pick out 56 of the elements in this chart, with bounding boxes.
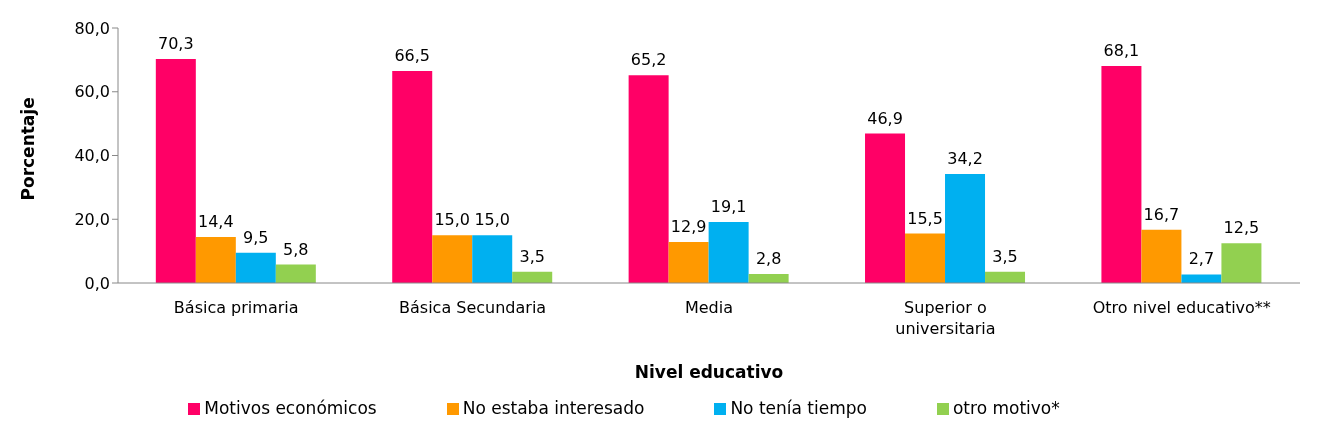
bar: [1101, 65, 1142, 283]
bar: [472, 235, 513, 283]
bar: [985, 271, 1026, 283]
legend-label: No estaba interesado: [462, 398, 645, 418]
bar: [905, 233, 946, 283]
bar: [1221, 243, 1262, 283]
data-label: 5,8: [283, 239, 309, 259]
bar: [235, 252, 276, 283]
bar: [155, 58, 196, 283]
bar: [275, 264, 316, 283]
data-label: 16,7: [1143, 204, 1180, 224]
data-label: 34,2: [947, 148, 983, 168]
data-label: 14,4: [198, 212, 234, 232]
x-tick-label: Media: [684, 298, 734, 317]
bar: [708, 222, 749, 283]
x-tick-label: Básica Secundaria: [399, 298, 547, 317]
bar: [945, 173, 986, 283]
y-tick-label: 20,0: [74, 209, 110, 229]
data-label: 2,7: [1188, 249, 1215, 269]
bar: [432, 235, 473, 283]
data-label: 65,2: [630, 50, 667, 70]
bar: [1181, 274, 1222, 283]
data-label: 3,5: [992, 246, 1018, 266]
data-label: 12,9: [670, 216, 707, 236]
bar: [865, 133, 906, 283]
x-axis-title: Nivel educativo: [634, 362, 784, 382]
data-label: 46,9: [867, 108, 903, 128]
bar: [1141, 229, 1182, 283]
data-label: 2,8: [755, 249, 782, 269]
legend-label: Motivos económicos: [204, 398, 377, 418]
data-label: 15,0: [434, 210, 471, 230]
data-label: 70,3: [158, 33, 194, 53]
data-label: 12,5: [1223, 218, 1260, 238]
bar: [668, 241, 709, 283]
data-label: 68,1: [1103, 40, 1140, 60]
legend-label: No tenía tiempo: [730, 398, 867, 418]
data-label: 66,5: [394, 46, 431, 66]
y-tick-label: 0,0: [84, 273, 110, 293]
legend-label: otro motivo*: [952, 398, 1060, 418]
y-axis-title: Porcentaje: [18, 97, 39, 201]
data-label: 3,5: [519, 246, 545, 266]
data-label: 9,5: [243, 227, 269, 247]
x-tick-label: Básica primaria: [173, 298, 299, 317]
bar: [748, 274, 789, 283]
x-tick-label: Otro nivel educativo**: [1092, 298, 1271, 317]
y-tick-label: 80,0: [74, 18, 110, 38]
data-label: 19,1: [710, 197, 747, 217]
data-label: 15,0: [474, 210, 511, 230]
data-label: 15,5: [907, 208, 943, 228]
bar: [392, 71, 433, 283]
y-tick-label: 60,0: [74, 82, 110, 102]
bar: [195, 237, 236, 283]
y-tick-label: 40,0: [74, 146, 110, 166]
bar: [512, 271, 553, 283]
x-tick-label: Superior o universitaria: [895, 298, 996, 338]
bar: [628, 75, 669, 283]
